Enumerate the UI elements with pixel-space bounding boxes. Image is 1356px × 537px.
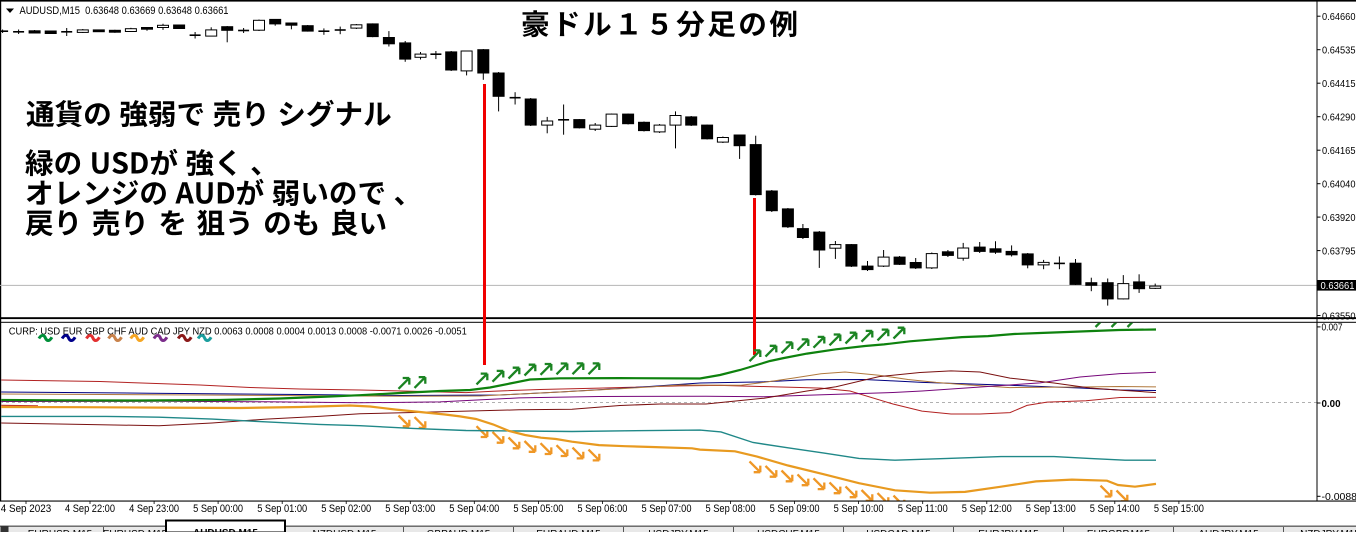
svg-text:4 Sep 23:00: 4 Sep 23:00 [129,503,179,515]
svg-text:5 Sep 00:00: 5 Sep 00:00 [193,503,243,515]
svg-text:5 Sep 15:00: 5 Sep 15:00 [1154,503,1204,515]
svg-text:0.64165: 0.64165 [1322,145,1356,157]
svg-text:CURP: USD EUR GBP CHF AUD CAD: CURP: USD EUR GBP CHF AUD CAD JPY NZD 0.… [9,326,467,338]
svg-text:5 Sep 03:00: 5 Sep 03:00 [385,503,435,515]
svg-text:0.63550: 0.63550 [1322,310,1356,322]
svg-text:5 Sep 05:00: 5 Sep 05:00 [513,503,563,515]
svg-text:0.64040: 0.64040 [1322,179,1356,191]
svg-text:5 Sep 13:00: 5 Sep 13:00 [1026,503,1076,515]
svg-text:0.00: 0.00 [1322,398,1341,410]
svg-text:0.63661: 0.63661 [1321,280,1355,292]
svg-text:0.007: 0.007 [1322,322,1343,334]
svg-text:5 Sep 12:00: 5 Sep 12:00 [962,503,1012,515]
svg-text:0.64660: 0.64660 [1322,11,1356,23]
svg-text:5 Sep 04:00: 5 Sep 04:00 [449,503,499,515]
svg-text:5 Sep 01:00: 5 Sep 01:00 [257,503,307,515]
svg-text:0.64535: 0.64535 [1322,45,1356,57]
svg-text:0.63795: 0.63795 [1322,245,1356,257]
svg-text:5 Sep 11:00: 5 Sep 11:00 [898,503,948,515]
svg-text:5 Sep 09:00: 5 Sep 09:00 [770,503,820,515]
svg-text:4 Sep 22:00: 4 Sep 22:00 [65,503,115,515]
svg-text:5 Sep 07:00: 5 Sep 07:00 [642,503,692,515]
svg-text:5 Sep 06:00: 5 Sep 06:00 [577,503,627,515]
svg-text:0.63920: 0.63920 [1322,212,1356,224]
svg-text:5 Sep 08:00: 5 Sep 08:00 [706,503,756,515]
svg-text:-0.0088: -0.0088 [1322,491,1356,503]
svg-text:0.64290: 0.64290 [1322,112,1356,124]
svg-text:4 Sep 2023: 4 Sep 2023 [1,503,52,515]
svg-text:5 Sep 10:00: 5 Sep 10:00 [834,503,884,515]
svg-text:5 Sep 14:00: 5 Sep 14:00 [1090,503,1140,515]
svg-text:0.64415: 0.64415 [1322,78,1356,90]
svg-text:AUDUSD,M15: AUDUSD,M15 [193,528,258,532]
svg-text:AUDUSD,M15 0.63648 0.63669 0.: AUDUSD,M15 0.63648 0.63669 0.63648 0.636… [20,5,229,17]
svg-text:5 Sep 02:00: 5 Sep 02:00 [321,503,371,515]
